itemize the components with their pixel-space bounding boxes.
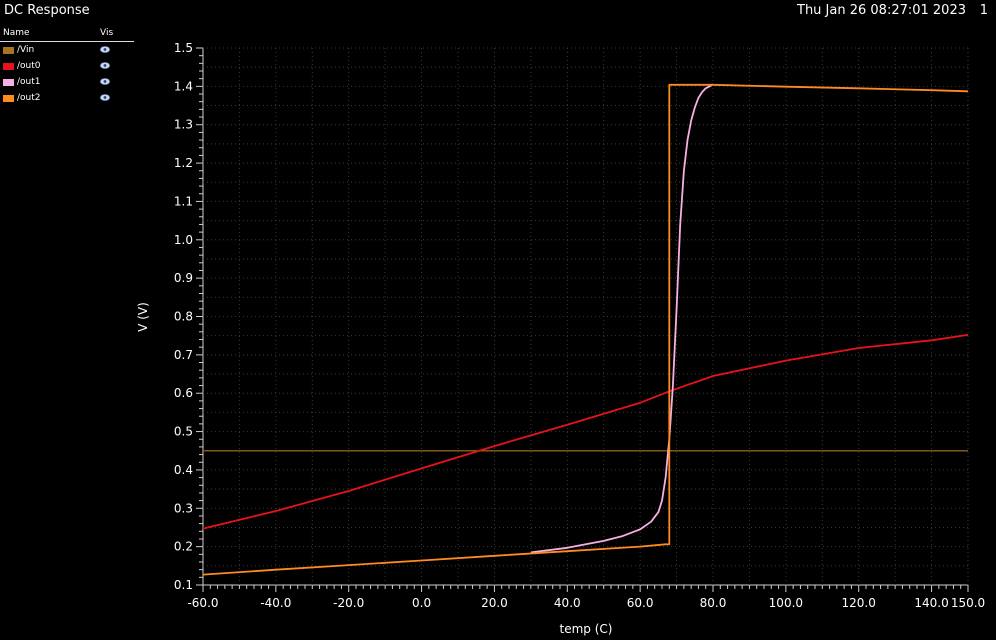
x-tick-label: 0.0 <box>412 596 431 610</box>
legend-swatch <box>3 63 14 70</box>
y-tick-label: 0.9 <box>174 271 193 285</box>
x-tick-label: 80.0 <box>700 596 727 610</box>
series-lines <box>202 83 969 576</box>
legend-item-label: /out2 <box>17 93 41 103</box>
legend-swatch <box>3 79 14 86</box>
window-title: DC Response <box>4 3 90 18</box>
eye-icon[interactable] <box>100 94 110 101</box>
y-tick-label: 1.1 <box>174 194 193 208</box>
legend-item-out0[interactable]: /out0 <box>0 58 134 74</box>
y-tick-label: 1.0 <box>174 233 193 247</box>
legend-item-out2[interactable]: /out2 <box>0 90 134 106</box>
legend-item-label: /Vin <box>17 45 35 55</box>
legend-item-out1[interactable]: /out1 <box>0 74 134 90</box>
y-tick-label: 0.2 <box>174 540 193 554</box>
series-line-out1 <box>530 83 714 554</box>
y-tick-label: 0.4 <box>174 463 193 477</box>
eye-icon[interactable] <box>100 62 110 69</box>
eye-icon[interactable] <box>100 46 110 53</box>
legend-panel: Name Vis /Vin/out0/out1/out2 <box>0 25 134 106</box>
x-tick-label: 20.0 <box>481 596 508 610</box>
y-tick-label: 1.4 <box>174 79 193 93</box>
legend-item-Vin[interactable]: /Vin <box>0 42 134 58</box>
x-tick-label: -20.0 <box>333 596 364 610</box>
x-tick-label: -40.0 <box>260 596 291 610</box>
legend-item-label: /out1 <box>17 77 41 87</box>
y-tick-label: 1.3 <box>174 118 193 132</box>
legend-header-vis: Vis <box>100 28 114 38</box>
y-axis-label: V (V) <box>136 302 150 332</box>
x-tick-label: 120.0 <box>842 596 876 610</box>
series-line-out2 <box>202 83 969 576</box>
grid <box>202 47 969 586</box>
series-line-out0 <box>202 334 969 530</box>
y-tick-label: 1.2 <box>174 156 193 170</box>
y-tick-label: 0.3 <box>174 501 193 515</box>
y-tick-label: 0.1 <box>174 578 193 592</box>
legend-item-label: /out0 <box>17 61 41 71</box>
x-tick-label: -60.0 <box>187 596 218 610</box>
x-tick-label: 140.0 <box>914 596 948 610</box>
page-number: 1 <box>979 3 988 18</box>
x-axis-label: temp (C) <box>560 622 613 636</box>
y-tick-label: 0.6 <box>174 386 193 400</box>
y-tick-label: 0.7 <box>174 348 193 362</box>
legend-header-name: Name <box>3 28 30 38</box>
x-tick-label: 60.0 <box>627 596 654 610</box>
window-date: Thu Jan 26 08:27:01 2023 <box>797 3 966 18</box>
x-tick-label: 40.0 <box>554 596 581 610</box>
x-tick-label: 150.0 <box>951 596 985 610</box>
legend-header: Name Vis <box>0 25 134 42</box>
legend-swatch <box>3 47 14 54</box>
y-tick-label: 0.5 <box>174 425 193 439</box>
y-tick-label: 0.8 <box>174 310 193 324</box>
legend-swatch <box>3 95 14 102</box>
y-tick-label: 1.5 <box>174 41 193 55</box>
eye-icon[interactable] <box>100 78 110 85</box>
x-tick-label: 100.0 <box>769 596 803 610</box>
axis-ticks: -60.0 -40.0 -20.0 0.0 20.0 40.0 60.0 80.0 100.0 1… <box>174 41 985 610</box>
